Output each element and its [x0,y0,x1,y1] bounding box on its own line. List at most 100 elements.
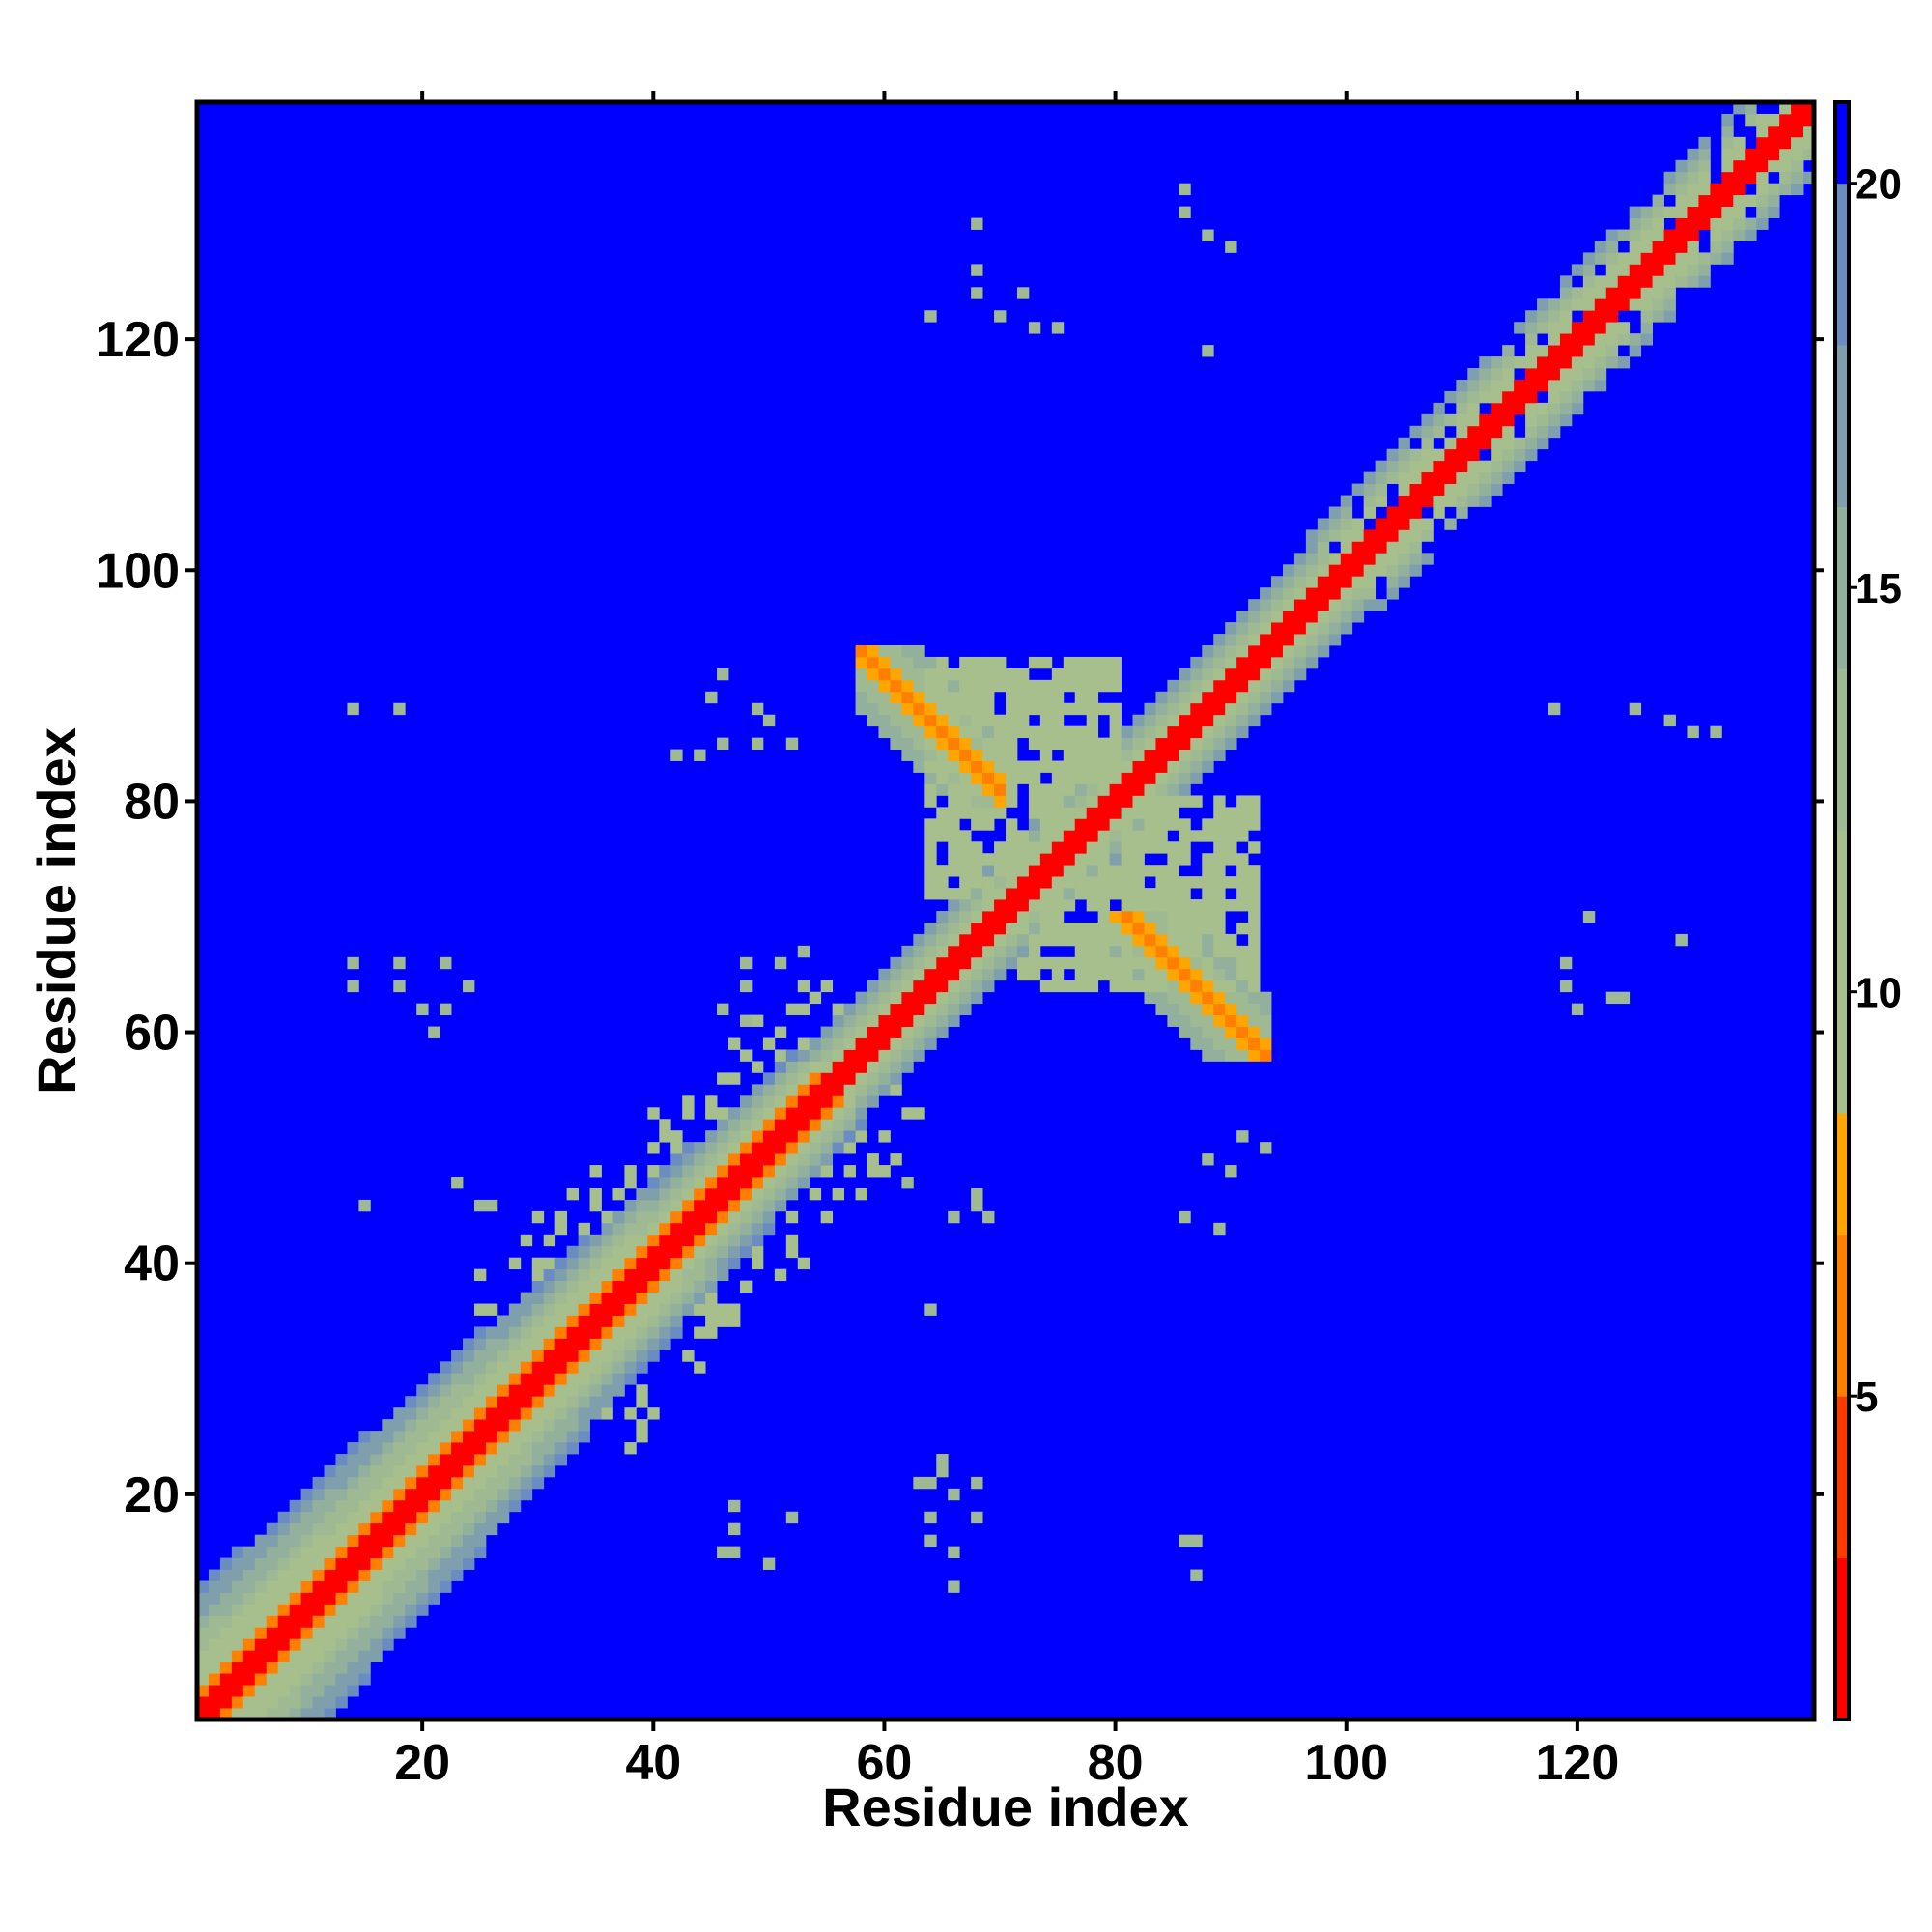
heatmap-cell [982,853,995,866]
heatmap-cell [1016,841,1030,854]
heatmap-cell [878,1003,891,1016]
heatmap-cell [809,1153,822,1166]
heatmap-cell [197,1685,210,1697]
heatmap-cell [1363,599,1377,611]
heatmap-cell [1248,1037,1261,1050]
heatmap-cell [867,1061,879,1073]
heatmap-cell [705,1107,718,1120]
heatmap-cell [1039,956,1053,970]
heatmap-cell [959,968,972,981]
heatmap-cell [242,1592,256,1605]
sparse-contact-cell [358,1199,371,1212]
heatmap-cell [612,1315,625,1327]
heatmap-cell [1190,1003,1203,1016]
heatmap-cell [1629,206,1642,218]
heatmap-cell [820,1119,834,1131]
heatmap-cell [393,1407,406,1420]
heatmap-cell [1144,760,1156,773]
heatmap-cell [924,876,937,889]
heatmap-cell [416,1499,429,1513]
heatmap-cell [589,1407,602,1420]
heatmap-cell [1559,368,1573,381]
heatmap-cell [820,1142,834,1154]
heatmap-cell [1039,922,1053,935]
heatmap-cell [785,1095,799,1108]
heatmap-cell [324,1662,336,1674]
heatmap-cell [554,1431,568,1443]
heatmap-cell [1514,437,1526,450]
heatmap-cell [566,1292,579,1304]
heatmap-cell [1467,460,1480,473]
heatmap-cell [1086,830,1099,842]
heatmap-cell [405,1511,417,1524]
heatmap-cell [1109,807,1122,819]
heatmap-cell [473,1522,487,1536]
heatmap-cell [1213,749,1226,761]
sparse-contact-cell [485,1199,498,1212]
heatmap-cell [728,1037,741,1050]
heatmap-cell [797,1142,810,1154]
heatmap-cell [1086,922,1099,935]
heatmap-cell [1016,865,1030,877]
heatmap-cell [1225,807,1237,819]
heatmap-cell [1121,933,1133,947]
heatmap-cell [1687,264,1699,276]
heatmap-cell [485,1407,498,1420]
heatmap-cell [659,1245,671,1259]
heatmap-cell [440,1522,452,1536]
heatmap-cell [1282,576,1295,588]
heatmap-cell [1202,818,1214,831]
heatmap-cell [1260,599,1272,611]
heatmap-cell [1375,553,1387,565]
heatmap-cell [1086,725,1099,739]
heatmap-cell [982,749,995,761]
heatmap-cell [1328,611,1342,623]
heatmap-cell [948,991,960,1005]
heatmap-cell [982,968,995,981]
heatmap-cell [463,1453,475,1466]
heatmap-cell [797,1153,810,1166]
heatmap-cell [463,1546,475,1558]
sparse-contact-cell [1687,725,1699,739]
heatmap-cell [890,956,902,970]
heatmap-cell [762,1072,776,1085]
heatmap-cell [324,1627,336,1639]
heatmap-cell [473,1407,487,1420]
heatmap-cell [1248,1026,1261,1038]
heatmap-cell [1051,691,1065,704]
heatmap-cell [324,1557,336,1570]
heatmap-cell [1132,714,1145,727]
heatmap-cell [867,714,879,727]
heatmap-cell [347,1522,359,1536]
heatmap-cell [624,1338,637,1350]
heatmap-cell [393,1546,406,1558]
y-tick-label: 20 [124,1467,180,1523]
sparse-contact-cell [1617,991,1631,1005]
heatmap-cell [428,1431,440,1443]
heatmap-cell [1225,668,1237,681]
heatmap-cell [1605,322,1619,334]
heatmap-cell [508,1326,522,1339]
heatmap-cell [636,1187,648,1201]
heatmap-cell [1236,634,1249,646]
heatmap-cell [762,1037,776,1050]
heatmap-cell [694,1222,706,1236]
heatmap-cell [382,1431,394,1443]
heatmap-cell [231,1615,244,1628]
heatmap-cell [728,1072,741,1085]
heatmap-cell [1225,714,1237,727]
heatmap-cell [1537,356,1549,369]
heatmap-cell [1293,564,1307,577]
heatmap-cell [670,1257,683,1270]
heatmap-cell [589,1234,602,1247]
heatmap-cell [682,1222,695,1236]
heatmap-cell [1537,368,1549,381]
heatmap-cell [1559,379,1573,392]
heatmap-cell [1248,911,1261,923]
heatmap-cell [1016,922,1030,935]
heatmap-cell [1629,345,1642,357]
heatmap-cell [370,1476,383,1490]
heatmap-cell [485,1488,498,1501]
heatmap-cell [1144,749,1156,761]
heatmap-cell [473,1534,487,1548]
